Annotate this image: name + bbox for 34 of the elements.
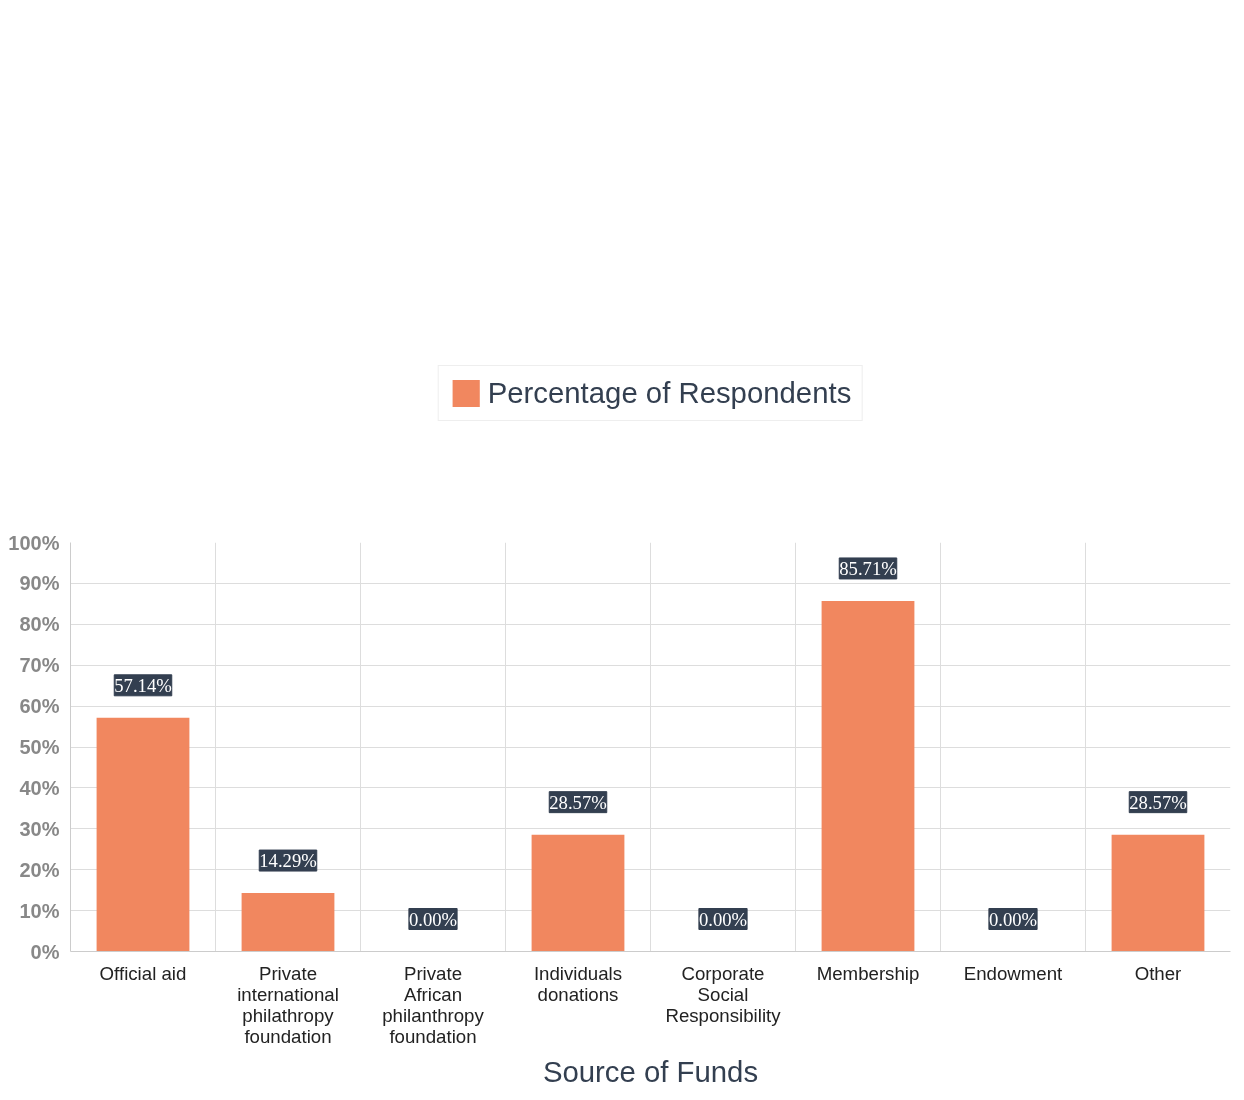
x-tick-label: Individuals donations <box>533 962 623 1005</box>
data-label: 28.57% <box>1129 791 1187 813</box>
y-tick-label: 0% <box>30 940 60 963</box>
bar <box>821 600 915 952</box>
data-label: 14.29% <box>259 850 317 872</box>
y-tick-label: 90% <box>19 572 60 595</box>
x-tick-label: Private international philathropy foundation <box>237 962 339 1047</box>
y-tick-label: 10% <box>19 899 60 922</box>
data-label: 28.57% <box>549 791 607 813</box>
y-tick-label: 80% <box>19 613 60 636</box>
bar <box>1111 834 1205 952</box>
bar <box>241 893 335 952</box>
data-label: 0.00% <box>408 908 458 930</box>
y-tick-label: 50% <box>19 736 60 758</box>
y-tick-label: 20% <box>19 858 60 881</box>
y-tick-label: 60% <box>19 695 60 718</box>
data-label: 0.00% <box>698 908 748 930</box>
x-axis-title: Source of Funds <box>542 1054 759 1088</box>
x-tick-label: Corporate Social Responsibility <box>665 962 782 1026</box>
x-tick-label: Membership <box>816 962 920 984</box>
x-tick-label: Private African philanthropy foundation <box>382 962 485 1047</box>
data-label: 85.71% <box>839 557 897 579</box>
y-tick-label: 70% <box>19 654 60 677</box>
y-tick-label: 30% <box>19 817 60 840</box>
y-tick-label: 100% <box>8 531 60 554</box>
x-tick-label: Other <box>1134 962 1182 984</box>
y-tick-label: 40% <box>19 776 60 799</box>
data-label: 0.00% <box>988 908 1038 930</box>
x-tick-label: Endowment <box>963 962 1064 984</box>
x-tick-label: Official aid <box>99 962 187 984</box>
bar <box>531 834 625 952</box>
legend-label: Percentage of Respondents <box>487 375 852 410</box>
bar <box>96 717 190 952</box>
data-label: 57.14% <box>114 674 172 696</box>
